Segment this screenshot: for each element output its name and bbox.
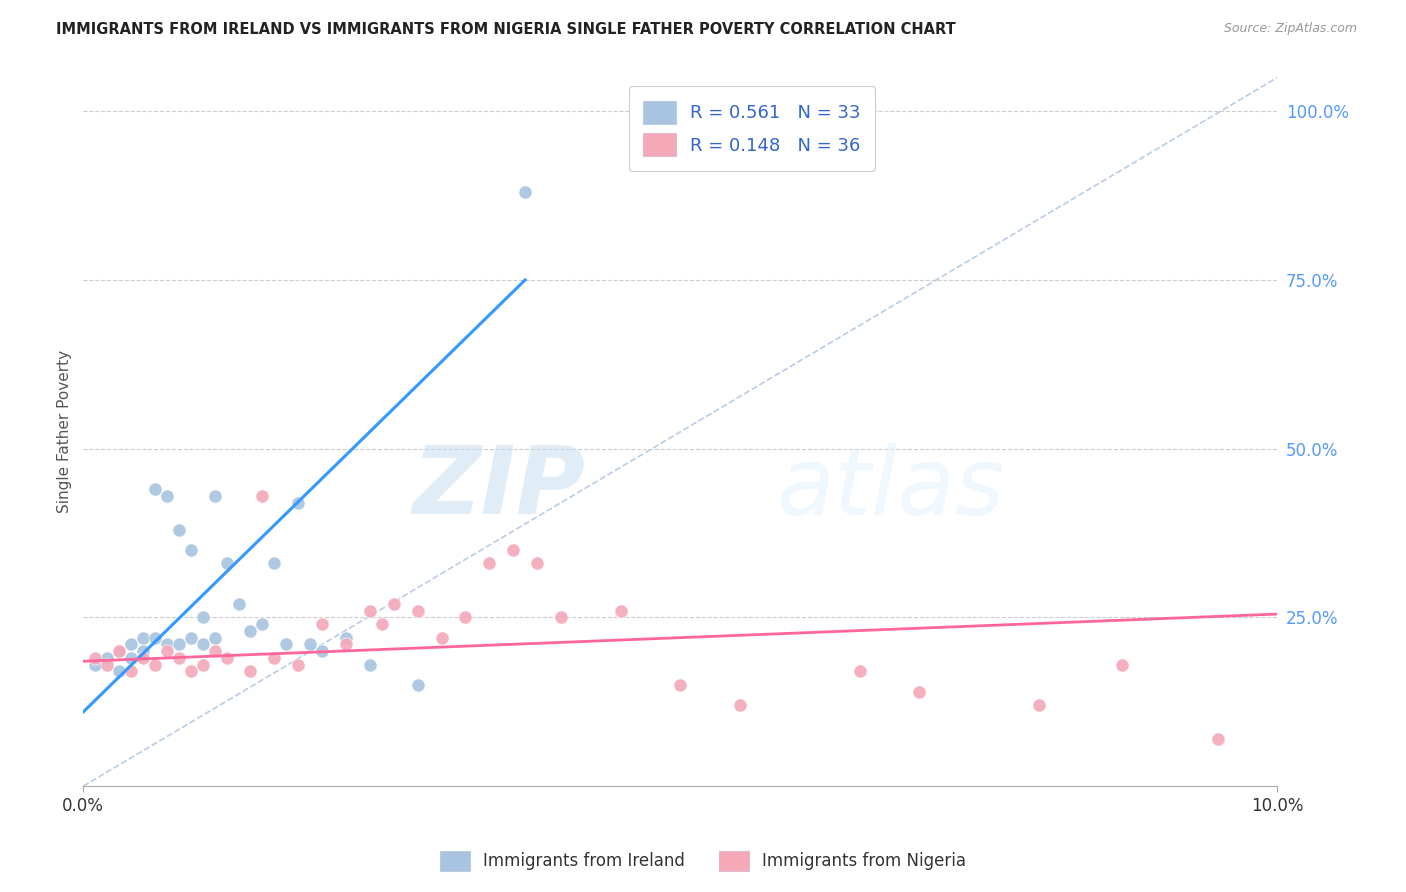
Point bbox=[371, 617, 394, 632]
Point bbox=[430, 631, 453, 645]
Point bbox=[108, 644, 131, 658]
Point bbox=[108, 665, 131, 679]
Point bbox=[406, 604, 429, 618]
Point bbox=[228, 597, 250, 611]
Point bbox=[132, 644, 155, 658]
Point bbox=[143, 657, 166, 672]
Point bbox=[96, 651, 118, 665]
Point bbox=[156, 644, 179, 658]
Point bbox=[263, 557, 285, 571]
Point bbox=[120, 651, 142, 665]
Point bbox=[908, 684, 931, 698]
Point bbox=[191, 610, 214, 624]
Point bbox=[1111, 657, 1133, 672]
Point bbox=[204, 489, 226, 503]
Text: atlas: atlas bbox=[776, 443, 1004, 534]
Point bbox=[287, 657, 309, 672]
Point bbox=[311, 644, 333, 658]
Point bbox=[335, 637, 357, 651]
Point bbox=[84, 657, 107, 672]
Point bbox=[526, 557, 548, 571]
Point bbox=[167, 651, 190, 665]
Point bbox=[120, 637, 142, 651]
Point bbox=[191, 637, 214, 651]
Point bbox=[96, 657, 118, 672]
Point bbox=[108, 644, 131, 658]
Point bbox=[215, 651, 238, 665]
Point bbox=[454, 610, 477, 624]
Point bbox=[311, 617, 333, 632]
Point bbox=[120, 665, 142, 679]
Point bbox=[502, 542, 524, 557]
Text: Source: ZipAtlas.com: Source: ZipAtlas.com bbox=[1223, 22, 1357, 36]
Point bbox=[287, 496, 309, 510]
Point bbox=[156, 489, 179, 503]
Point bbox=[515, 185, 537, 199]
Y-axis label: Single Father Poverty: Single Father Poverty bbox=[58, 351, 72, 514]
Point bbox=[359, 604, 381, 618]
Point bbox=[609, 604, 631, 618]
Point bbox=[204, 644, 226, 658]
Point bbox=[180, 542, 202, 557]
Point bbox=[1028, 698, 1050, 713]
Point bbox=[406, 678, 429, 692]
Point bbox=[359, 657, 381, 672]
Point bbox=[728, 698, 751, 713]
Point bbox=[550, 610, 572, 624]
Point bbox=[167, 523, 190, 537]
Point bbox=[1206, 731, 1229, 746]
Point bbox=[180, 665, 202, 679]
Point bbox=[382, 597, 405, 611]
Point bbox=[143, 631, 166, 645]
Point bbox=[204, 631, 226, 645]
Point bbox=[263, 651, 285, 665]
Legend: R = 0.561   N = 33, R = 0.148   N = 36: R = 0.561 N = 33, R = 0.148 N = 36 bbox=[628, 87, 875, 170]
Point bbox=[276, 637, 298, 651]
Point bbox=[252, 489, 274, 503]
Point bbox=[848, 665, 870, 679]
Text: ZIP: ZIP bbox=[412, 442, 585, 534]
Point bbox=[132, 631, 155, 645]
Point bbox=[299, 637, 322, 651]
Point bbox=[239, 624, 262, 638]
Point bbox=[478, 557, 501, 571]
Point bbox=[239, 665, 262, 679]
Point bbox=[335, 631, 357, 645]
Point bbox=[156, 637, 179, 651]
Point bbox=[669, 678, 692, 692]
Point bbox=[215, 557, 238, 571]
Point bbox=[180, 631, 202, 645]
Point bbox=[191, 657, 214, 672]
Point bbox=[167, 637, 190, 651]
Point bbox=[252, 617, 274, 632]
Point bbox=[132, 651, 155, 665]
Legend: Immigrants from Ireland, Immigrants from Nigeria: Immigrants from Ireland, Immigrants from… bbox=[432, 842, 974, 880]
Text: IMMIGRANTS FROM IRELAND VS IMMIGRANTS FROM NIGERIA SINGLE FATHER POVERTY CORRELA: IMMIGRANTS FROM IRELAND VS IMMIGRANTS FR… bbox=[56, 22, 956, 37]
Point bbox=[84, 651, 107, 665]
Point bbox=[143, 482, 166, 496]
